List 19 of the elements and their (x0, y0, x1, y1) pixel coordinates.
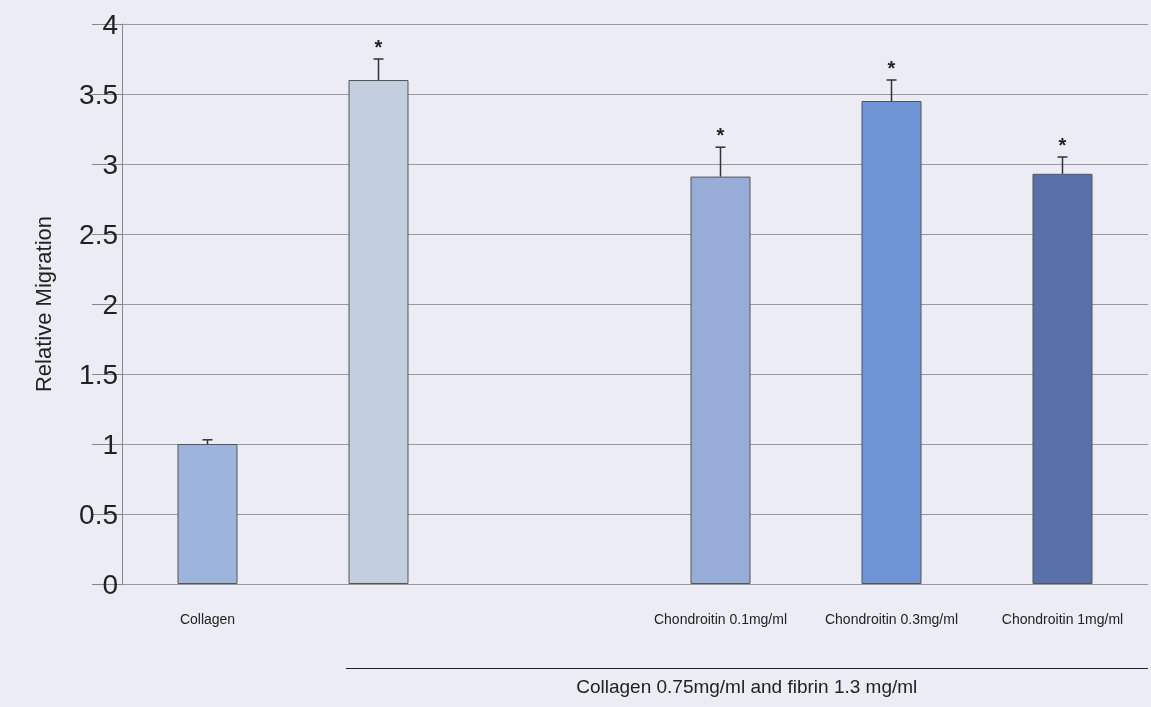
y-axis-title: Relative Migration (30, 215, 56, 393)
y-tick-label: 1.5 (79, 358, 118, 390)
y-tick-label: 2.5 (79, 218, 118, 250)
x-tick-label: Chondroitin 1mg/ml (1001, 610, 1124, 627)
data-label: * (716, 124, 725, 147)
y-tick-label: 3.5 (79, 78, 118, 110)
data-label: * (374, 36, 383, 58)
y-tick-label: 1 (102, 428, 118, 460)
x-tick-label: Chondroitin 0.3mg/ml (824, 610, 959, 627)
y-tick-label: 0.5 (79, 498, 118, 530)
data-label: * (887, 57, 896, 79)
y-tick-label: 0 (102, 568, 118, 600)
x-tick-label: Collagen (179, 610, 236, 627)
y-tick-label: 4 (102, 8, 118, 40)
y-tick-label: 3 (102, 148, 118, 180)
text: Collagen 0.75mg/ml and fibrin 1.3 mg/ml (576, 676, 918, 698)
x-tick-label: Chondroitin 0.1mg/ml (653, 610, 788, 627)
y-tick-label: 2 (102, 288, 118, 320)
data-label: * (1058, 134, 1067, 156)
